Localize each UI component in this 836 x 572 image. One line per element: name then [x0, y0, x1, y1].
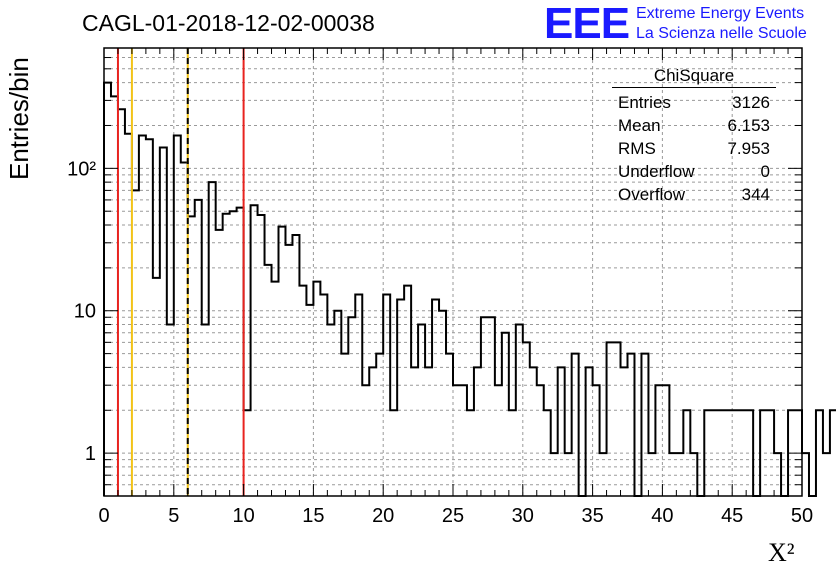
x-tick-label: 20 — [372, 505, 394, 527]
stats-label: Entries — [618, 93, 671, 112]
stats-value: 3126 — [732, 93, 770, 112]
x-tick-label: 15 — [302, 505, 324, 527]
y-tick-label: 1 — [85, 443, 96, 465]
stats-row-mean: Mean 6.153 — [612, 114, 776, 137]
x-tick-label: 10 — [232, 505, 254, 527]
x-tick-label: 45 — [721, 505, 743, 527]
stats-box: ChiSquare Entries 3126 Mean 6.153 RMS 7.… — [612, 66, 776, 206]
stats-label: Underflow — [618, 162, 695, 181]
stats-row-underflow: Underflow 0 — [612, 160, 776, 183]
x-tick-label: 5 — [168, 505, 179, 527]
stats-label: Overflow — [618, 185, 686, 204]
stats-value: 7.953 — [727, 139, 770, 158]
chart-title: CAGL-01-2018-12-02-00038 — [82, 10, 375, 36]
stats-value: 0 — [760, 162, 770, 181]
y-axis-label: Entries/bin — [4, 57, 34, 180]
x-tick-label: 40 — [651, 505, 673, 527]
stats-value: 6.153 — [727, 116, 770, 135]
logo-mark: EEE — [544, 0, 630, 48]
y-tick-label: 10² — [67, 158, 96, 180]
stats-label: RMS — [618, 139, 656, 158]
stats-row-rms: RMS 7.953 — [612, 137, 776, 160]
x-tick-label: 35 — [581, 505, 603, 527]
x-tick-label: 50 — [791, 505, 813, 527]
eee-logo: EEE Extreme Energy Events La Scienza nel… — [544, 2, 834, 46]
y-tick-label: 10 — [74, 301, 96, 323]
x-tick-label: 0 — [98, 505, 109, 527]
stats-row-entries: Entries 3126 — [612, 91, 776, 114]
stats-value: 344 — [741, 185, 770, 204]
logo-line-2: La Scienza nelle Scuole — [636, 25, 807, 42]
stats-label: Mean — [618, 116, 661, 135]
x-axis-label: X² — [768, 538, 795, 567]
x-tick-label: 25 — [442, 505, 464, 527]
stats-row-overflow: Overflow 344 — [612, 183, 776, 206]
x-tick-label: 30 — [512, 505, 534, 527]
stats-title: ChiSquare — [612, 66, 776, 88]
logo-line-1: Extreme Energy Events — [636, 5, 805, 22]
